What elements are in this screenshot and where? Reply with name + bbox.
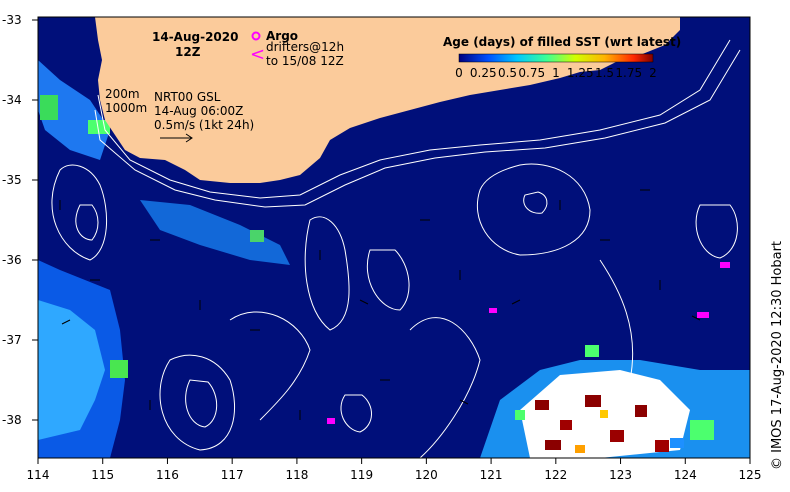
colorbar-tick-label: 1.75 — [615, 66, 642, 80]
map-time: 12Z — [175, 45, 201, 59]
green-spot — [40, 95, 58, 120]
colorbar-tick-label: 0.5 — [498, 66, 517, 80]
x-tick-label: 116 — [156, 468, 179, 482]
x-tick-label: 115 — [91, 468, 114, 482]
argo-marker-icon — [251, 31, 261, 41]
age-patch-west-light — [38, 300, 105, 440]
age-patch-west-2 — [38, 60, 110, 160]
x-tick-label: 117 — [221, 468, 244, 482]
map-frame — [37, 16, 751, 459]
colorbar-tick-label: 1.5 — [595, 66, 614, 80]
drifter-tracks — [327, 262, 730, 424]
x-tick-label: 114 — [27, 468, 50, 482]
isobath-200m-label: 200m — [105, 87, 140, 101]
x-tick-label: 121 — [480, 468, 503, 482]
x-tick-label: 122 — [544, 468, 567, 482]
y-tick-label: -37 — [2, 333, 22, 347]
x-tick-label: 119 — [350, 468, 373, 482]
credit-text: © IMOS 17-Aug-2020 12:30 Hobart — [770, 240, 785, 470]
scale-arrow-icon — [160, 133, 193, 143]
y-tick-label: -38 — [2, 413, 22, 427]
x-tick-label: 125 — [739, 468, 762, 482]
x-tick-label: 118 — [285, 468, 308, 482]
current-scale-label: 0.5m/s (1kt 24h) — [154, 118, 254, 132]
age-cells-mixed — [515, 345, 714, 453]
colorbar-ticks: 0 0.25 0.5 0.75 1 1.25 1.5 1.75 2 — [455, 66, 657, 80]
current-arrows — [59, 189, 701, 420]
y-axis-ticks: -33 -34 -35 -36 -37 -38 — [2, 13, 38, 427]
green-spot — [88, 120, 110, 134]
colorbar-tick-label: 1.25 — [567, 66, 594, 80]
current-date-label: 14-Aug 06:00Z — [154, 104, 243, 118]
current-product-label: NRT00 GSL — [154, 90, 221, 104]
y-tick-label: -36 — [2, 253, 22, 267]
map-date: 14-Aug-2020 — [152, 30, 238, 44]
argo-label: Argo — [266, 29, 298, 43]
isobath-200m — [97, 39, 731, 199]
green-spot — [250, 230, 264, 242]
x-tick-label: 123 — [609, 468, 632, 482]
y-tick-label: -33 — [2, 13, 22, 27]
x-axis-ticks: 114 115 116 117 118 119 120 121 122 123 124 125 — [27, 458, 762, 482]
drifters-date-label: to 15/08 12Z — [266, 54, 344, 68]
x-tick-label: 124 — [674, 468, 697, 482]
isobath-1000m-label: 1000m — [105, 101, 147, 115]
colorbar-title: Age (days) of filled SST (wrt latest) — [443, 35, 681, 49]
colorbar-tick-label: 1 — [552, 66, 560, 80]
y-tick-label: -34 — [2, 93, 22, 107]
y-tick-label: -35 — [2, 173, 22, 187]
colorbar-tick-label: 0 — [455, 66, 463, 80]
colorbar — [458, 53, 654, 63]
drifter-marker-icon: < — [250, 44, 265, 65]
x-tick-label: 120 — [415, 468, 438, 482]
isobath-1000m — [94, 49, 741, 208]
drifters-label: drifters@12h — [266, 40, 344, 54]
green-spot — [110, 360, 128, 378]
colorbar-tick-label: 0.75 — [518, 66, 545, 80]
ssh-contours — [51, 163, 738, 458]
colorbar-tick-label: 2 — [649, 66, 657, 80]
age-patch-shelf — [140, 200, 290, 265]
colorbar-tick-label: 0.25 — [470, 66, 497, 80]
